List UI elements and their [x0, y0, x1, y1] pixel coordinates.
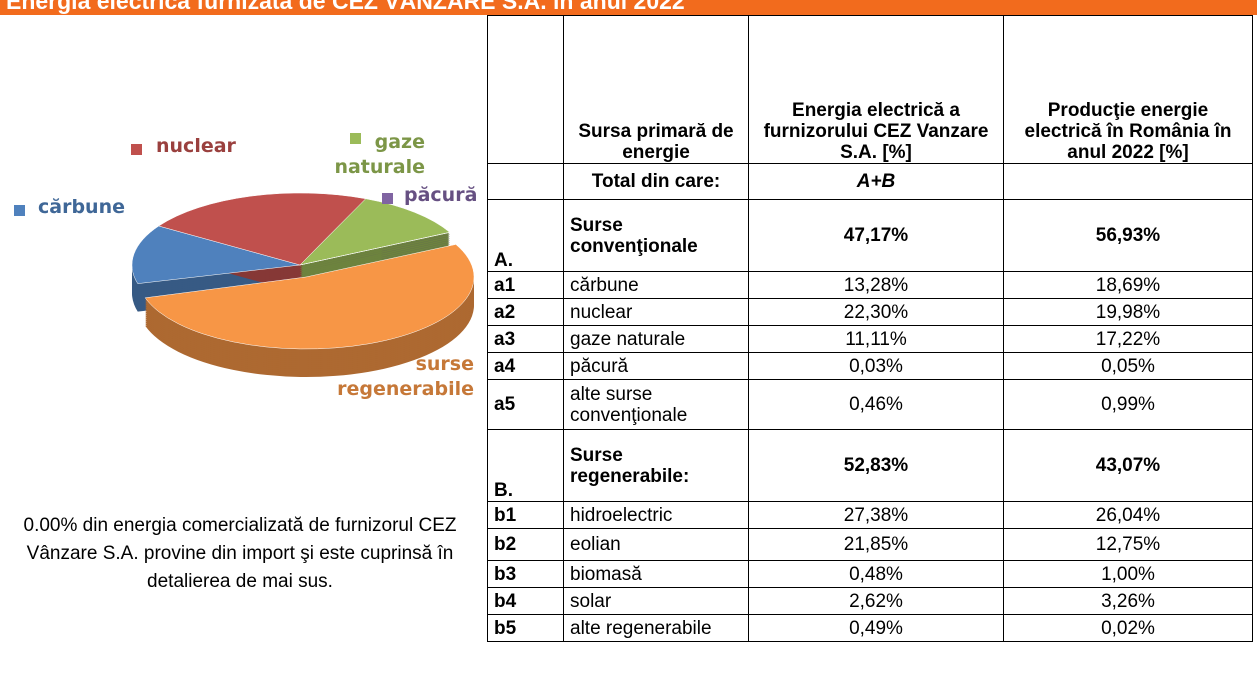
cell: 0,05%	[1003, 352, 1253, 380]
cell: 0,48%	[748, 560, 1004, 588]
note: 0.00% din energia comercializată de furn…	[23, 515, 457, 592]
cell: a4	[487, 352, 564, 380]
cell: 56,93%	[1003, 199, 1253, 272]
cell: 21,85%	[748, 528, 1004, 561]
cell: biomasă	[563, 560, 749, 588]
cell: B.	[487, 429, 564, 502]
cell: b4	[487, 587, 564, 615]
cell: a2	[487, 298, 564, 326]
cell: 0,02%	[1003, 614, 1253, 642]
cell: b5	[487, 614, 564, 642]
pie-label: gaze naturale	[334, 131, 425, 178]
row: b3 biomasă 0,48% 1,00%	[487, 560, 1253, 588]
pie-slice-side	[300, 244, 450, 277]
cell: A.	[487, 199, 564, 272]
cell: 47,17%	[748, 199, 1004, 272]
legend-marker	[131, 144, 142, 155]
cell: 26,04%	[1003, 501, 1253, 529]
cell: hidroelectric	[563, 501, 749, 529]
cell: 52,83%	[748, 429, 1004, 502]
cell: 13,28%	[748, 271, 1004, 299]
cell: Total din care:	[563, 163, 749, 200]
cell: 0,49%	[748, 614, 1004, 642]
cell: 19,98%	[1003, 298, 1253, 326]
cell: alte surse convenţionale	[563, 379, 749, 430]
pie-slice	[299, 232, 451, 266]
row: b2 eolian 21,85% 12,75%	[487, 528, 1253, 561]
cell: a3	[487, 325, 564, 353]
pie-slice-side	[300, 238, 450, 271]
title: Energia electrică furnizată de CEZ VÂNZA…	[6, 0, 685, 14]
cell: 3,26%	[1003, 587, 1253, 615]
cell: Surse regenerabile:	[563, 429, 749, 502]
legend-marker	[305, 337, 316, 348]
pie-chart: cărbune nuclear gaze naturale păcură surse reg…	[14, 131, 477, 400]
pie-slice-side	[300, 236, 450, 269]
cell: b2	[487, 528, 564, 561]
cell: 27,38%	[748, 501, 1004, 529]
cell: păcură	[563, 352, 749, 380]
row: a5 alte surse convenţionale 0,46% 0,99%	[487, 379, 1253, 430]
pie-label: păcură	[404, 184, 477, 206]
header-cell: Energia electrică a furnizorului CEZ Van…	[748, 15, 1004, 164]
cell	[487, 163, 564, 200]
header-row: Sursa primară de energie Energia electric…	[487, 15, 1253, 164]
pie-slice	[144, 244, 475, 350]
title-bar: Energia electrică furnizată de CEZ VÂNZA…	[0, 0, 1257, 15]
legend-marker	[14, 205, 25, 216]
cell: cărbune	[563, 271, 749, 299]
header-cell: Sursa primară de energie	[563, 15, 749, 164]
cell: b3	[487, 560, 564, 588]
row: a3 gaze naturale 11,11% 17,22%	[487, 325, 1253, 353]
cell: solar	[563, 587, 749, 615]
cell: a5	[487, 379, 564, 430]
cell	[1003, 163, 1253, 200]
cell: 2,62%	[748, 587, 1004, 615]
pie-slice	[299, 198, 451, 266]
pie-slice	[131, 225, 301, 284]
cell: eolian	[563, 528, 749, 561]
legend-marker	[350, 133, 361, 144]
cell: 22,30%	[748, 298, 1004, 326]
pie-slice-side	[300, 242, 450, 275]
row: b4 solar 2,62% 3,26%	[487, 587, 1253, 615]
cell: 43,07%	[1003, 429, 1253, 502]
pie-label: nuclear	[156, 135, 237, 157]
cell: 12,75%	[1003, 528, 1253, 561]
header-cell: Producţie energie electrică în România î…	[1003, 15, 1253, 164]
cell: A+B	[748, 163, 1004, 200]
legend-marker	[382, 193, 393, 204]
cell: 0,46%	[748, 379, 1004, 430]
pie-label: cărbune	[38, 196, 125, 218]
row: B. Surse regenerabile: 52,83% 43,07%	[487, 429, 1253, 502]
cell: 17,22%	[1003, 325, 1253, 353]
row: a4 păcură 0,03% 0,05%	[487, 352, 1253, 380]
cell: 18,69%	[1003, 271, 1253, 299]
header-cell	[487, 15, 564, 164]
cell: 0,99%	[1003, 379, 1253, 430]
cell: a1	[487, 271, 564, 299]
cell: b1	[487, 501, 564, 529]
pie-label: surse regenerabile	[337, 353, 474, 400]
row: b5 alte regenerabile 0,49% 0,02%	[487, 614, 1253, 642]
pie-slice-side	[300, 234, 450, 267]
cell: Surse convenţionale	[563, 199, 749, 272]
row: A. Surse convenţionale 47,17% 56,93%	[487, 199, 1253, 272]
cell: 0,03%	[748, 352, 1004, 380]
table: Sursa primară de energie Energia electric…	[487, 15, 1253, 642]
cell: alte regenerabile	[563, 614, 749, 642]
pie-slice-side	[300, 240, 450, 273]
row: a1 cărbune 13,28% 18,69%	[487, 271, 1253, 299]
cell: 1,00%	[1003, 560, 1253, 588]
row: b1 hidroelectric 27,38% 26,04%	[487, 501, 1253, 529]
cell: gaze naturale	[563, 325, 749, 353]
cell: nuclear	[563, 298, 749, 326]
pie-slice	[158, 192, 367, 266]
row: Total din care: A+B	[487, 163, 1253, 200]
row: a2 nuclear 22,30% 19,98%	[487, 298, 1253, 326]
cell: 11,11%	[748, 325, 1004, 353]
